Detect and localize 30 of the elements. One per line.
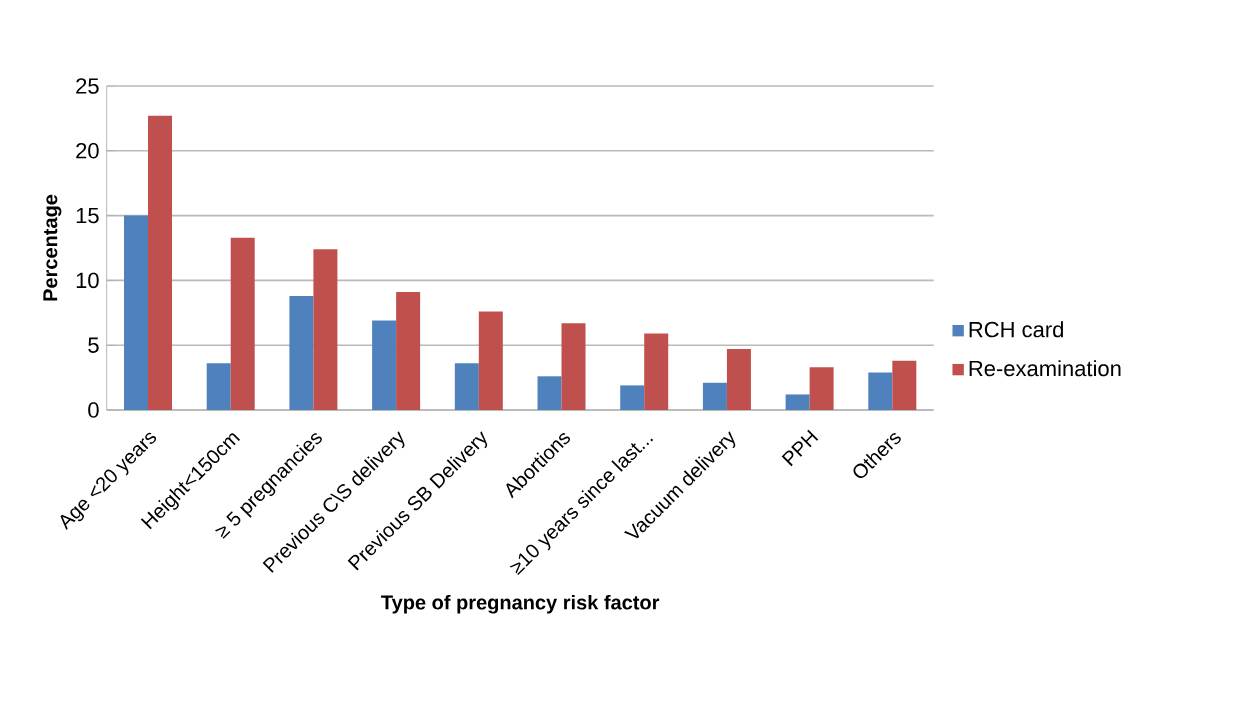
y-tick-label: 20 bbox=[76, 143, 99, 159]
bar bbox=[561, 323, 586, 410]
bar bbox=[124, 215, 149, 410]
bar bbox=[785, 394, 810, 410]
bar bbox=[289, 295, 314, 410]
y-tick-label: 0 bbox=[88, 402, 99, 418]
legend-label: RCH card bbox=[969, 321, 1063, 338]
bar bbox=[206, 363, 231, 410]
bar bbox=[372, 320, 397, 410]
bar bbox=[644, 333, 669, 410]
bar bbox=[868, 372, 893, 410]
bar bbox=[726, 349, 751, 410]
bar bbox=[478, 311, 503, 410]
y-tick-label: 5 bbox=[88, 337, 99, 353]
y-axis-title: Percentage bbox=[43, 194, 62, 301]
bar bbox=[396, 292, 421, 410]
y-tick-label: 25 bbox=[76, 78, 99, 94]
bar bbox=[230, 237, 255, 410]
bar bbox=[809, 367, 834, 410]
bar bbox=[148, 115, 173, 410]
bar bbox=[537, 376, 562, 410]
bar bbox=[313, 249, 338, 410]
bar bbox=[454, 363, 479, 410]
x-axis-title: Type of pregnancy risk factor bbox=[381, 594, 660, 614]
bar bbox=[892, 360, 917, 410]
legend-label: Re-examination bbox=[969, 360, 1121, 377]
y-tick-label: 10 bbox=[76, 272, 99, 289]
bar bbox=[702, 382, 727, 410]
y-tick-label: 15 bbox=[76, 207, 99, 224]
bar bbox=[620, 385, 645, 410]
